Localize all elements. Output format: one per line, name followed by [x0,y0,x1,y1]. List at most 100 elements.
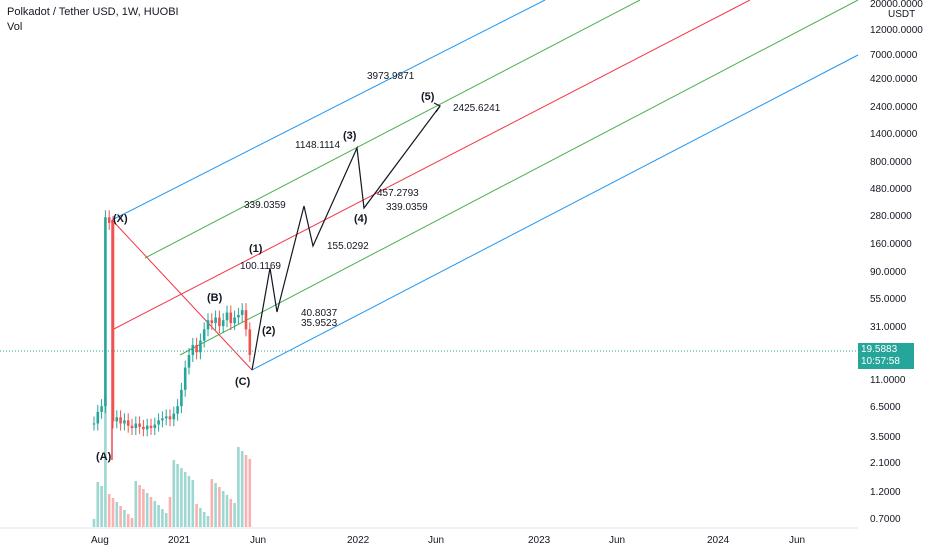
candle-body [187,355,191,368]
wave-label-1: (1) [249,243,263,255]
candle-body [206,320,210,330]
time-axis-tick: Jun [609,535,625,546]
price-axis[interactable]: 20000.0000 USDT 12000.0000 7000.0000 420… [870,0,923,525]
annotation-40: 40.8037 [301,308,338,319]
price-axis-tick: 90.0000 [870,267,907,278]
pitchfork [111,0,859,460]
chart-title: Polkadot / Tether USD, 1W, HUOBI [7,6,179,18]
candle-body [229,312,233,324]
candle-body [233,317,236,324]
price-axis-tick: 0.7000 [870,514,901,525]
price-axis-tick: 55.0000 [870,294,907,305]
annotation-155: 155.0292 [327,241,369,252]
volume-bar [210,479,214,527]
elliott-wave-projection [251,105,441,371]
annotation-339-right: 339.0359 [386,202,428,213]
price-axis-tick: 480.0000 [870,184,912,195]
volume-bar [180,468,183,527]
time-axis-tick: 2023 [528,535,551,546]
candle-body [237,314,240,318]
volume-bar [126,514,130,527]
candle-body [115,417,119,422]
volume-bar [149,497,153,527]
price-axis-tick: 12000.0000 [870,25,923,36]
price-axis-tick: 4200.0000 [870,74,918,85]
volume-bar [199,508,202,527]
annotation-2425: 2425.6241 [453,103,501,114]
pitchfork-anchor-line-xc [111,219,253,371]
candle-body [161,418,164,421]
time-axis[interactable]: Aug 2021 Jun 2022 Jun 2023 Jun 2024 Jun [91,535,805,546]
volume-bar [244,455,248,527]
candle-body [153,424,157,429]
volume-bar [164,513,168,527]
pitchfork-lower-green-line [179,0,859,356]
candle-body [107,217,111,223]
volume-bar [111,498,115,527]
volume-bar [202,512,206,527]
price-axis-tick: 7000.0000 [870,50,918,61]
candle-body [210,320,214,324]
volume-bar [176,464,179,527]
annotation-100: 100.1169 [240,261,281,272]
volume-bar [206,516,210,527]
time-axis-tick: Aug [91,535,109,546]
wave-label-x: (X) [113,213,128,225]
candle-body [111,222,115,422]
price-axis-tick: 11.0000 [870,375,906,386]
price-axis-unit: USDT [888,9,915,20]
candle-body [240,310,244,315]
volume-bar [115,502,119,527]
volume-bar [145,493,149,527]
volume-bar [157,505,160,527]
candle-body [123,420,126,424]
volume-bar [134,481,138,527]
wave-label-b: (B) [207,292,223,304]
candle-body [214,317,217,324]
candle-body [130,425,134,429]
candle-body [202,329,206,341]
volume-bar [138,485,141,527]
volume-indicator-label[interactable]: Vol [7,21,23,33]
volume-bar [225,495,229,527]
time-axis-tick: Jun [428,535,444,546]
volume-bar [240,451,244,527]
volume-bar [107,494,111,527]
volume-bar [123,510,126,527]
time-axis-tick: 2022 [347,535,370,546]
candle-body [157,420,160,425]
volume-bar [187,476,191,527]
price-axis-tick: 3.5000 [870,432,901,443]
volume-bar [195,504,198,527]
annotation-35: 35.9523 [301,318,338,329]
candles [92,210,252,437]
volume-bar [233,503,236,527]
candle-countdown: 10:57:58 [861,356,900,367]
volume-bar [142,489,145,527]
volume-bar [214,483,217,527]
volume-bar [191,480,195,527]
candle-body [218,317,221,327]
candle-body [248,329,252,356]
candle-body [119,417,122,424]
last-price-tag: 19.5883 10:57:58 [858,343,914,369]
candle-body [138,423,141,427]
candle-body [183,367,187,390]
volume-bar [100,486,103,527]
annotation-1148: 1148.1114 [295,140,340,151]
candle-body [92,423,96,425]
candle-body [195,344,198,353]
candle-body [244,310,248,330]
volume-bar [96,482,100,527]
price-axis-tick: 20000.0000 [870,0,923,10]
time-axis-tick: 2024 [707,535,730,546]
volume-bar [248,459,252,527]
volume-bar [237,447,240,527]
price-axis-tick: 800.0000 [870,157,912,168]
price-axis-tick: 280.0000 [870,211,912,222]
volume-bar [168,497,172,527]
wave-label-2: (2) [262,325,276,337]
candle-body [134,423,138,429]
candle-body [126,420,130,426]
